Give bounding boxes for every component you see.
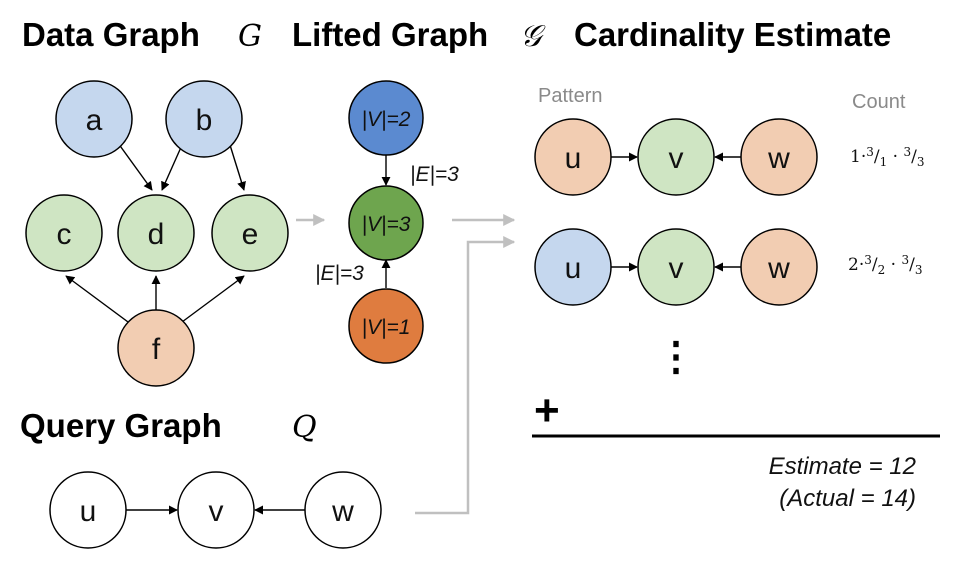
pattern-2-node-w-label: w [767, 252, 790, 285]
lifted-node-mid: |V|=3 [348, 185, 424, 261]
pattern-1-f1-num: 3 [866, 145, 874, 159]
lifted-node-bot: |V|=1 [348, 288, 424, 364]
node-c-label: c [57, 218, 72, 251]
pattern-1-f1-den: 1 [880, 155, 888, 169]
pattern-1-node-v-circle [637, 118, 715, 196]
node-b-label: b [196, 104, 213, 137]
node-e: e [211, 194, 289, 272]
pattern-2-f1-den: 2 [878, 263, 886, 277]
pattern-row-1: u v w 1·3/1 · 3/3 [534, 118, 924, 196]
node-e-label: e [242, 218, 259, 251]
node-f: f [117, 309, 195, 387]
data-graph-edges [65, 142, 246, 323]
node-c: c [25, 194, 103, 272]
edge-a-d [117, 142, 153, 191]
query-node-w: w [304, 471, 382, 549]
pattern-2-node-w-circle [740, 228, 818, 306]
pattern-2-f2-den: 3 [915, 263, 923, 277]
query-node-w-circle [304, 471, 382, 549]
pattern-2-f1-num: 3 [864, 253, 872, 267]
node-a-circle [55, 80, 133, 158]
lifted-node-mid-circle [348, 185, 424, 261]
pattern-1-f2-den: 3 [917, 155, 925, 169]
cardinality-estimate-title: Cardinality Estimate [574, 16, 891, 53]
pattern-2-node-u-label: u [565, 252, 582, 285]
pattern-2-node-v-circle [637, 228, 715, 306]
data-graph-symbol: G [238, 19, 262, 54]
query-node-u: u [49, 471, 127, 549]
node-d-label: d [148, 218, 165, 251]
query-graph-symbol: Q [292, 410, 317, 445]
node-d: d [117, 194, 195, 272]
node-b: b [165, 80, 243, 158]
lifted-node-top-circle [348, 80, 424, 156]
query-node-v-label: v [209, 495, 224, 528]
node-f-circle [117, 309, 195, 387]
data-graph: a b c d e f [25, 80, 289, 387]
lifted-edge-label-upper: |E|=3 [410, 163, 459, 186]
pattern-2-f2-num: 3 [901, 253, 909, 267]
cardinality-estimate: Pattern Count u v w 1·3/1 · 3/3 [532, 85, 940, 512]
count-header: Count [852, 91, 906, 113]
edge-f-e [181, 275, 245, 323]
pattern-2-node-u-circle [534, 228, 612, 306]
lifted-node-bot-label: |V|=1 [362, 316, 411, 339]
connector-query-to-estimate [415, 236, 516, 515]
node-a: a [55, 80, 133, 158]
pattern-header: Pattern [538, 85, 602, 107]
lifted-graph: |V|=2 |V|=3 |V|=1 |E|=3 |E|=3 [315, 80, 459, 364]
node-d-circle [117, 194, 195, 272]
lifted-node-mid-label: |V|=3 [362, 213, 411, 236]
pattern-1-node-u-circle [534, 118, 612, 196]
pattern-1-node-v-label: v [669, 142, 684, 175]
query-node-u-label: u [80, 495, 97, 528]
pattern-1-node-w-label: w [767, 142, 790, 175]
query-graph: u v w [49, 471, 382, 549]
node-c-circle [25, 194, 103, 272]
pattern-1-count-coef: 1 [850, 147, 861, 167]
query-node-w-label: w [331, 495, 354, 528]
ellipsis: ⋮ [656, 335, 696, 379]
node-f-label: f [152, 333, 161, 366]
edge-f-c [65, 275, 129, 323]
query-graph-title: Query Graph [20, 407, 222, 444]
data-graph-title: Data Graph [22, 16, 200, 53]
pattern-1-count: 1·3/1 · 3/3 [850, 145, 924, 169]
pattern-1-f2-num: 3 [903, 145, 911, 159]
node-a-label: a [86, 104, 103, 137]
pattern-row-2: u v w 2·3/2 · 3/3 [534, 228, 922, 306]
lifted-node-bot-circle [348, 288, 424, 364]
node-b-circle [165, 80, 243, 158]
plus-sign: + [534, 386, 560, 435]
actual-value: (Actual = 14) [779, 485, 916, 512]
lifted-node-top-label: |V|=2 [362, 108, 411, 131]
lifted-edge-label-lower: |E|=3 [315, 262, 364, 285]
query-node-u-circle [49, 471, 127, 549]
lifted-graph-symbol: 𝒢 [520, 19, 546, 54]
pattern-1-node-w-circle [740, 118, 818, 196]
pattern-2-count: 2·3/2 · 3/3 [848, 253, 922, 277]
query-node-v-circle [177, 471, 255, 549]
pattern-2-node-v-label: v [669, 252, 684, 285]
query-node-v: v [177, 471, 255, 549]
pattern-1-node-u-label: u [565, 142, 582, 175]
lifted-graph-title: Lifted Graph [292, 16, 488, 53]
edge-b-d [161, 144, 183, 191]
edge-b-e [229, 144, 246, 191]
lifted-node-top: |V|=2 [348, 80, 424, 156]
estimate-value: Estimate = 12 [769, 453, 916, 480]
pattern-2-count-coef: 2 [848, 255, 859, 275]
connector-arrows [296, 214, 516, 515]
node-e-circle [211, 194, 289, 272]
